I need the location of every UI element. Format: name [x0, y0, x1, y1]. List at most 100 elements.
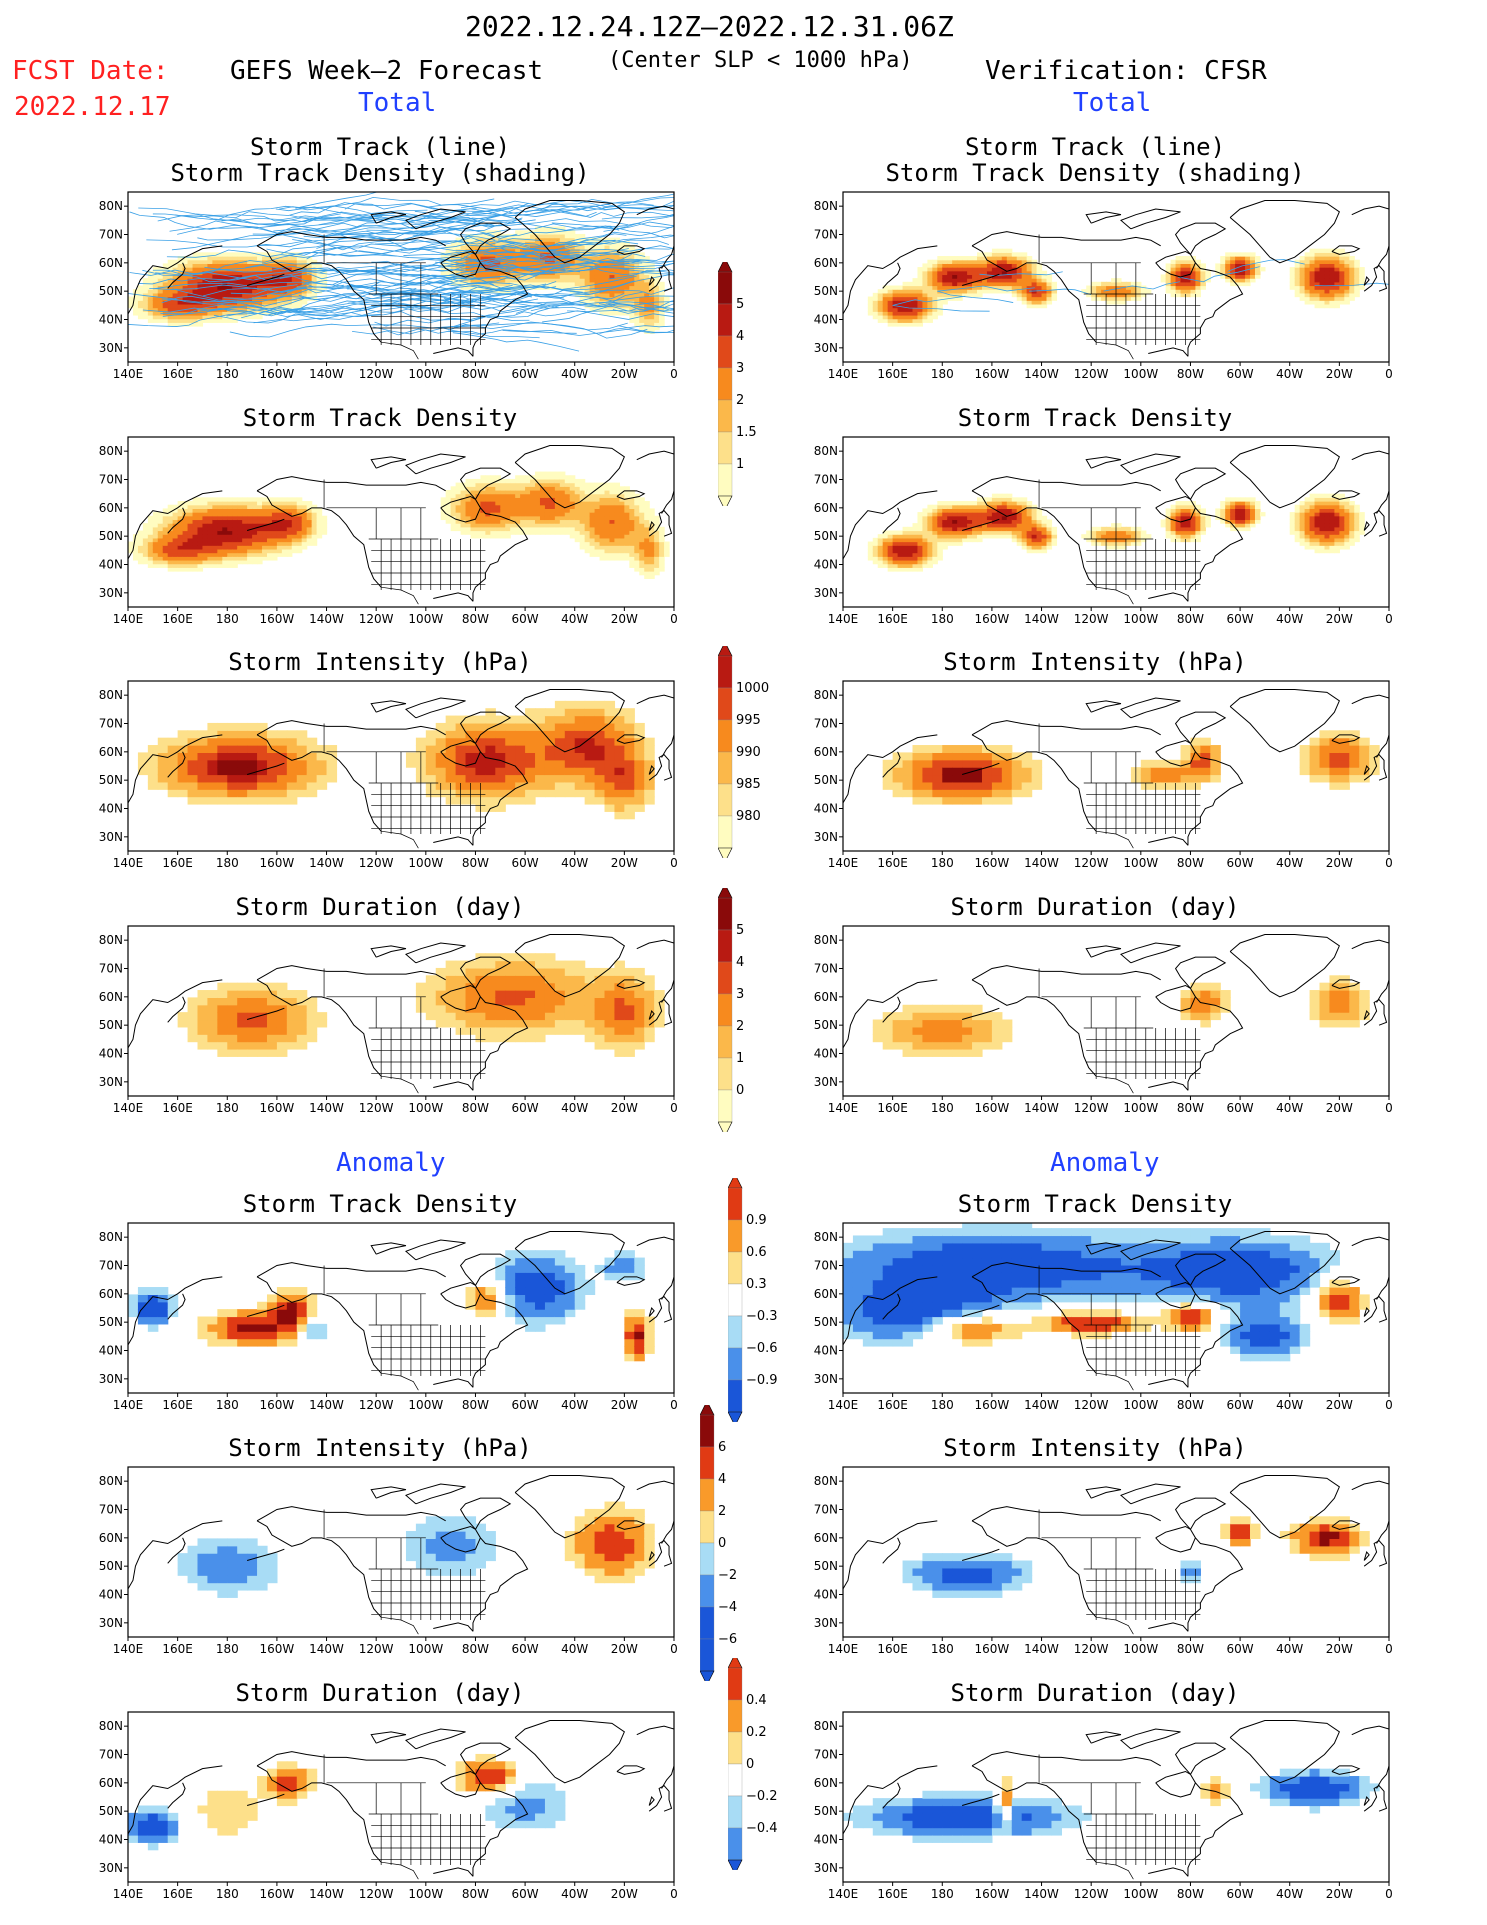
colorbar-label: 4: [736, 955, 744, 970]
colorbar-label: −4: [718, 1600, 737, 1615]
lat-tick-label: 60N: [99, 990, 123, 1004]
lat-tick-label: 40N: [814, 1344, 838, 1358]
lat-tick-label: 30N: [814, 830, 838, 844]
lon-tick-label: 60W: [1227, 1398, 1254, 1412]
lon-tick-label: 20W: [1326, 1642, 1353, 1656]
lon-tick-label: 40W: [1276, 856, 1303, 870]
lon-tick-label: 60W: [512, 856, 539, 870]
lon-tick-label: 120W: [359, 1887, 394, 1901]
map-density-left: 140E 160E 180 160W 140W 120W 100W 80W 60W 40W 20W 0…: [99, 436, 680, 626]
lat-tick-label: 70N: [99, 1503, 123, 1517]
lon-tick-label: 140E: [113, 856, 144, 870]
coastlines: [843, 934, 1389, 1094]
lon-tick-label: 180: [931, 1887, 954, 1901]
lon-tick-label: 180: [216, 1398, 239, 1412]
lat-tick-label: 80N: [814, 688, 838, 702]
coastlines: [843, 1231, 1389, 1391]
lon-tick-label: 160E: [162, 856, 193, 870]
colorbar-svg: 0.4 0.2 0 −0.2 −0.4: [727, 1653, 778, 1875]
lon-tick-label: 20W: [1326, 1101, 1353, 1115]
colorbar-label: 3: [736, 987, 744, 1002]
lon-tick-label: 180: [216, 1887, 239, 1901]
title-track-shading-left: Storm Track Density (shading): [170, 159, 590, 187]
lat-tick-label: 60N: [814, 256, 838, 270]
lon-tick-label: 40W: [561, 1398, 588, 1412]
lon-tick-label: 0: [670, 612, 678, 626]
lat-tick-label: 70N: [99, 1748, 123, 1762]
colorbar-label: −6: [718, 1632, 737, 1647]
lat-tick-label: 70N: [814, 962, 838, 976]
lon-tick-label: 80W: [462, 1398, 489, 1412]
colorbar-svg: 6 4 2 0 −2 −4 −6: [699, 1400, 737, 1686]
colorbar-duration: 5 4 3 2 1 0: [717, 883, 798, 1137]
map-svg: 140E 160E 180 160W 140W 120W 100W 80W 60W 40W 20W 0…: [99, 925, 678, 1115]
lat-tick-label: 30N: [814, 1372, 838, 1386]
lon-tick-label: 60W: [1227, 1101, 1254, 1115]
lon-tick-label: 0: [670, 856, 678, 870]
shading-layer: [867, 248, 1365, 327]
period-title: 2022.12.24.12Z–2022.12.31.06Z: [465, 10, 954, 43]
lon-tick-label: 100W: [1123, 367, 1158, 381]
map-anom-duration-right: 140E 160E 180 160W 140W 120W 100W 80W 60W 40W 20W 0…: [814, 1711, 1395, 1901]
coastlines: [128, 200, 674, 360]
map-svg: 140E 160E 180 160W 140W 120W 100W 80W 60W 40W 20W 0…: [814, 191, 1393, 381]
title-anom-intensity-left: Storm Intensity (hPa): [228, 1434, 532, 1462]
total-right: Total: [1073, 88, 1152, 118]
lon-tick-label: 140W: [1024, 1887, 1059, 1901]
lon-tick-label: 80W: [1177, 1887, 1204, 1901]
lat-tick-label: 60N: [814, 501, 838, 515]
lon-tick-label: 140W: [309, 612, 344, 626]
lon-tick-label: 100W: [1123, 612, 1158, 626]
lon-tick-label: 140E: [113, 612, 144, 626]
lon-tick-label: 180: [931, 367, 954, 381]
lat-tick-label: 30N: [99, 1616, 123, 1630]
lat-tick-label: 60N: [814, 745, 838, 759]
lon-tick-label: 100W: [408, 367, 443, 381]
colorbar-label: 0: [718, 1536, 726, 1551]
lon-tick-label: 140W: [1024, 367, 1059, 381]
lon-tick-label: 20W: [611, 1642, 638, 1656]
lon-tick-label: 0: [670, 1398, 678, 1412]
lon-tick-label: 160E: [162, 367, 193, 381]
lat-tick-label: 30N: [814, 1616, 838, 1630]
lon-tick-label: 80W: [1177, 1642, 1204, 1656]
colorbar-label: 6: [718, 1440, 726, 1455]
lon-tick-label: 160W: [260, 1398, 295, 1412]
lon-tick-label: 140W: [1024, 612, 1059, 626]
total-left: Total: [358, 88, 437, 118]
lat-tick-label: 30N: [99, 1861, 123, 1875]
lon-tick-label: 160W: [975, 856, 1010, 870]
lon-tick-label: 60W: [1227, 1887, 1254, 1901]
lon-tick-label: 40W: [1276, 367, 1303, 381]
title-anom-intensity-right: Storm Intensity (hPa): [943, 1434, 1247, 1462]
lat-tick-label: 70N: [99, 473, 123, 487]
lon-tick-label: 140W: [309, 367, 344, 381]
colorbar-svg: 1000 995 990 985 980: [717, 641, 769, 863]
lon-tick-label: 20W: [1326, 367, 1353, 381]
lat-tick-label: 70N: [814, 228, 838, 242]
lon-tick-label: 80W: [1177, 856, 1204, 870]
lon-tick-label: 180: [931, 1101, 954, 1115]
map-svg: 140E 160E 180 160W 140W 120W 100W 80W 60W 40W 20W 0…: [99, 1711, 678, 1901]
lon-tick-label: 120W: [359, 612, 394, 626]
lat-tick-label: 50N: [814, 1559, 838, 1573]
lon-tick-label: 160E: [162, 1101, 193, 1115]
lon-tick-label: 60W: [1227, 1642, 1254, 1656]
anomaly-left: Anomaly: [336, 1148, 446, 1178]
lon-tick-label: 160W: [260, 1887, 295, 1901]
lat-tick-label: 30N: [99, 1075, 123, 1089]
lon-tick-label: 80W: [462, 612, 489, 626]
lon-tick-label: 20W: [1326, 856, 1353, 870]
colorbar-label: 0: [746, 1757, 754, 1772]
lon-tick-label: 0: [1385, 1398, 1393, 1412]
colorbar-label: 1: [736, 457, 744, 472]
lat-tick-label: 50N: [99, 529, 123, 543]
shading-layer: [843, 1768, 1380, 1843]
colorbar-label: −0.4: [746, 1821, 778, 1836]
colorbar-label: 0.4: [746, 1693, 767, 1708]
lon-tick-label: 0: [670, 1642, 678, 1656]
lat-tick-label: 50N: [814, 1018, 838, 1032]
lon-tick-label: 100W: [408, 1642, 443, 1656]
lon-tick-label: 100W: [1123, 1101, 1158, 1115]
colorbar-svg: 0.9 0.6 0.3 −0.3 −0.6 −0.9: [727, 1173, 778, 1427]
